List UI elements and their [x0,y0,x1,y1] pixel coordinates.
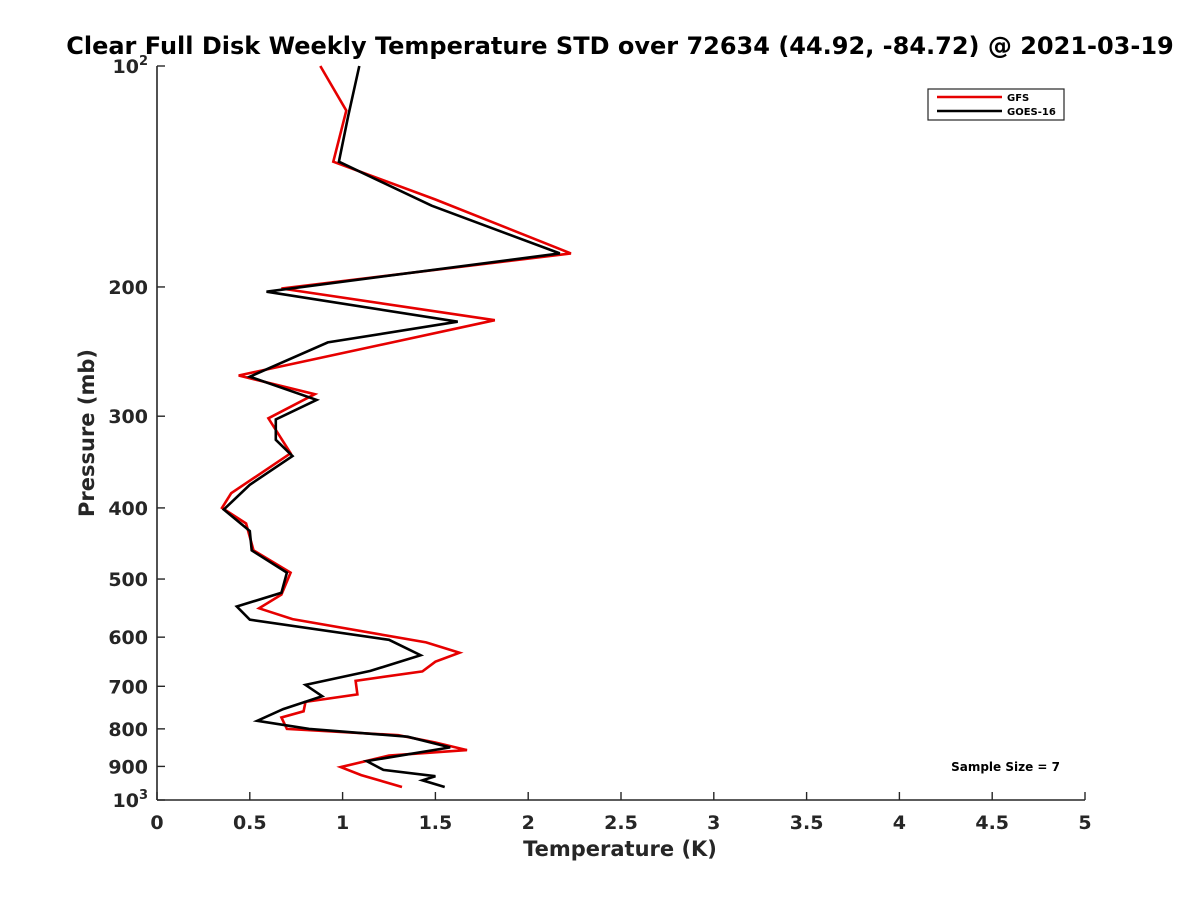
y-tick-label: 103 [113,788,149,812]
x-axis-label: Temperature (K) [523,837,717,861]
legend-label-goes16: GOES-16 [1007,107,1056,118]
chart-title: Clear Full Disk Weekly Temperature STD o… [66,32,1174,60]
legend: GFS GOES-16 [927,88,1065,121]
series-layer [220,65,572,789]
y-ticks: 102 200 300 400 500 600 700 800 900 103 [108,54,165,812]
x-ticks: 0 0.5 1 1.5 2 2.5 3 3.5 4 4.5 5 [150,792,1092,834]
x-tick-label: 2 [522,812,535,834]
sample-size-annotation: Sample Size = 7 [951,760,1060,774]
x-tick-label: 1.5 [419,812,453,834]
legend-label-gfs: GFS [1007,93,1029,104]
y-axis-label: Pressure (mb) [75,349,99,517]
y-tick-label: 800 [108,719,148,741]
axes [156,66,1085,801]
x-tick-label: 2.5 [604,812,638,834]
series-line-gfs [220,65,572,789]
y-tick-label: 900 [108,756,148,778]
x-tick-label: 1 [336,812,349,834]
y-tick-label: 500 [108,569,148,591]
x-tick-label: 0.5 [233,812,267,834]
x-tick-label: 4 [893,812,906,834]
y-tick-label: 200 [108,277,148,299]
x-tick-label: 3.5 [790,812,824,834]
series-line-goes16 [221,65,561,789]
x-tick-label: 0 [150,812,163,834]
x-tick-label: 3 [707,812,720,834]
legend-box [927,88,1065,121]
x-tick-label: 4.5 [975,812,1009,834]
y-tick-label: 400 [108,498,148,520]
x-tick-label: 5 [1078,812,1091,834]
y-tick-label: 300 [108,406,148,428]
y-tick-label: 700 [108,676,148,698]
y-tick-label: 102 [113,54,149,78]
y-tick-label: 600 [108,627,148,649]
